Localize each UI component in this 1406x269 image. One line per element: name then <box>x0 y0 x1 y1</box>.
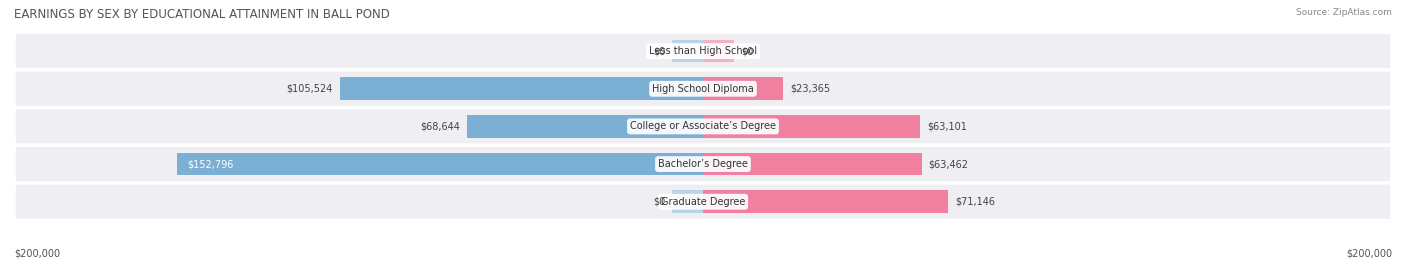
Text: $0: $0 <box>652 197 665 207</box>
Bar <box>703 115 921 138</box>
Text: $63,462: $63,462 <box>928 159 969 169</box>
Text: Bachelor’s Degree: Bachelor’s Degree <box>658 159 748 169</box>
Text: Source: ZipAtlas.com: Source: ZipAtlas.com <box>1296 8 1392 17</box>
Text: Graduate Degree: Graduate Degree <box>661 197 745 207</box>
FancyBboxPatch shape <box>14 108 1392 145</box>
Text: College or Associate’s Degree: College or Associate’s Degree <box>630 121 776 132</box>
Text: $200,000: $200,000 <box>14 248 60 258</box>
Bar <box>177 153 703 175</box>
Text: $105,524: $105,524 <box>287 84 333 94</box>
Text: $71,146: $71,146 <box>955 197 995 207</box>
Text: $200,000: $200,000 <box>1346 248 1392 258</box>
Text: $23,365: $23,365 <box>790 84 831 94</box>
FancyBboxPatch shape <box>14 183 1392 221</box>
Bar <box>339 77 703 100</box>
FancyBboxPatch shape <box>14 70 1392 108</box>
Text: $152,796: $152,796 <box>187 159 233 169</box>
Text: $63,101: $63,101 <box>927 121 967 132</box>
FancyBboxPatch shape <box>14 145 1392 183</box>
Bar <box>672 190 703 213</box>
Text: EARNINGS BY SEX BY EDUCATIONAL ATTAINMENT IN BALL POND: EARNINGS BY SEX BY EDUCATIONAL ATTAINMEN… <box>14 8 389 21</box>
Text: $68,644: $68,644 <box>420 121 460 132</box>
Bar <box>703 40 734 62</box>
Bar <box>467 115 703 138</box>
Bar <box>703 77 783 100</box>
Bar <box>672 40 703 62</box>
Text: Less than High School: Less than High School <box>650 46 756 56</box>
Text: $0: $0 <box>652 46 665 56</box>
Text: High School Diploma: High School Diploma <box>652 84 754 94</box>
FancyBboxPatch shape <box>14 32 1392 70</box>
Text: $0: $0 <box>741 46 754 56</box>
Bar <box>703 153 921 175</box>
Bar <box>703 190 948 213</box>
